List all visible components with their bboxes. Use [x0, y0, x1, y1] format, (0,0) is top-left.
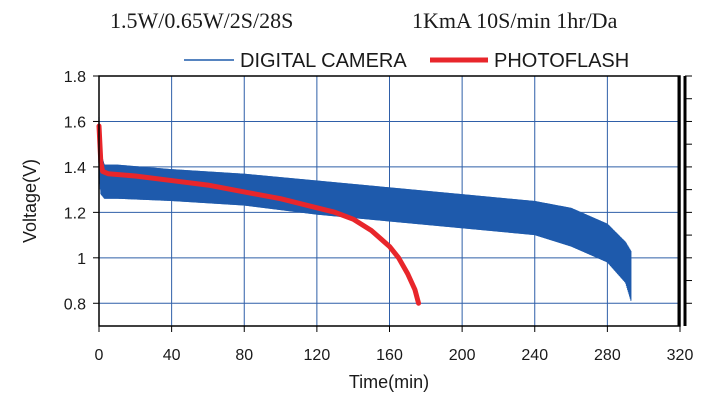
y-tick-label: 1.6: [64, 114, 86, 131]
x-tick-label: 280: [594, 347, 621, 364]
grid-lines: [99, 76, 680, 326]
y-tick-label: 1.8: [64, 69, 86, 86]
x-axis-ticks: 0 40 80 120 160 200 240 280 320: [95, 326, 694, 364]
y-axis-ticks: 0.8 1 1.2 1.4 1.6 1.8: [64, 69, 99, 313]
y-axis-label: Voltage(V): [20, 159, 40, 243]
series-line-photoflash: [96, 123, 422, 306]
plot-frame: [98, 75, 692, 327]
chart-title: 1.5W/0.65W/2S/28S: [110, 8, 293, 33]
x-tick-label: 120: [304, 347, 331, 364]
legend-label-digital-camera: DIGITAL CAMERA: [240, 50, 407, 72]
x-tick-label: 240: [521, 347, 548, 364]
y-tick-label: 0.8: [64, 296, 86, 313]
x-axis-label: Time(min): [349, 372, 429, 392]
x-tick-label: 40: [163, 347, 181, 364]
y-tick-label: 1: [77, 251, 86, 268]
chart-subtitle: 1KmA 10S/min 1hr/Da: [412, 8, 618, 33]
legend: DIGITAL CAMERA PHOTOFLASH: [184, 50, 629, 72]
legend-label-photoflash: PHOTOFLASH: [494, 50, 629, 72]
series-area-digital-camera: [99, 116, 631, 301]
x-tick-label: 320: [667, 347, 694, 364]
x-tick-label: 0: [95, 347, 104, 364]
plot-area: [96, 116, 632, 306]
x-tick-label: 160: [376, 347, 403, 364]
x-tick-label: 80: [235, 347, 253, 364]
y-tick-label: 1.2: [64, 205, 86, 222]
y-tick-label: 1.4: [64, 160, 86, 177]
x-tick-label: 200: [449, 347, 476, 364]
